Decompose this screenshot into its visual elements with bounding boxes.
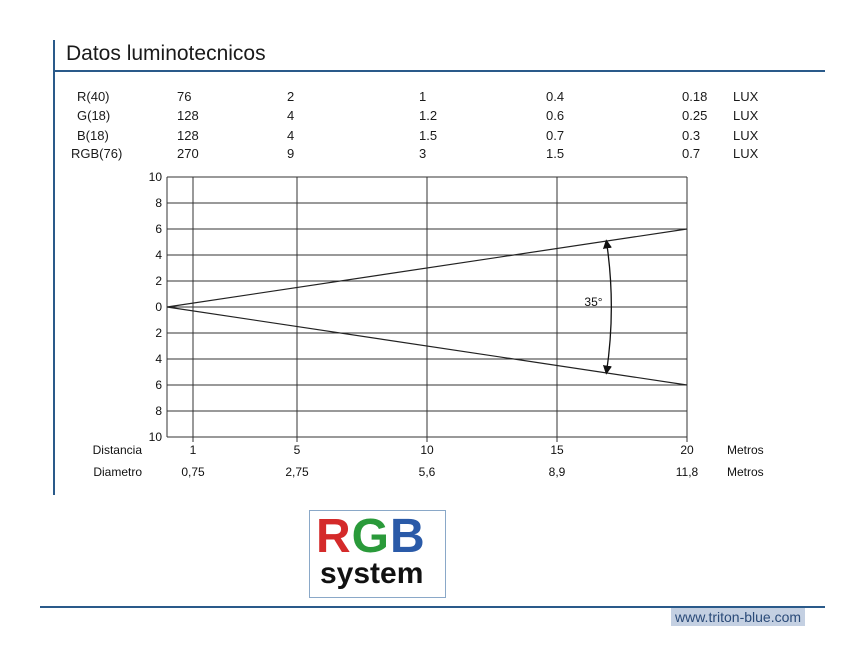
logo-letter-b: B [390, 510, 426, 563]
row-label: Diametro [93, 465, 142, 479]
footer-line [40, 606, 825, 608]
y-tick-label: 2 [155, 326, 162, 340]
lux-value: 0.18 [682, 89, 708, 104]
footer-url-link[interactable]: www.triton-blue.com [671, 608, 806, 626]
x-value-label: 20 [680, 443, 694, 457]
y-tick-label: 2 [155, 274, 162, 288]
unit-label: Metros [727, 443, 764, 457]
x-value-label: 0,75 [181, 465, 205, 479]
row-label: Distancia [93, 443, 143, 457]
left-accent-line [53, 40, 55, 495]
x-value-label: 2,75 [285, 465, 309, 479]
row-label: G(18) [77, 108, 111, 123]
y-tick-label: 8 [155, 196, 162, 210]
logo-letter-g: G [351, 510, 391, 563]
beam-edge-line [166, 228, 688, 308]
lux-value: 4 [287, 128, 295, 143]
lux-unit: LUX [733, 128, 759, 143]
logo-rgb-text: RGB [316, 511, 426, 563]
lux-value: 3 [419, 146, 427, 161]
row-label: B(18) [77, 128, 109, 143]
lux-value: 0.6 [546, 108, 565, 123]
y-tick-label: 10 [149, 170, 163, 184]
lux-value: 128 [177, 128, 199, 143]
row-label: RGB(76) [71, 146, 123, 161]
logo-system-text: system [320, 557, 424, 590]
y-tick-label: 10 [149, 430, 163, 444]
x-value-label: 11,8 [676, 465, 699, 479]
y-tick-label: 6 [155, 378, 162, 392]
lux-value: 0.4 [546, 89, 565, 104]
lux-value: 1 [419, 89, 427, 104]
lux-value: 1.5 [419, 128, 438, 143]
title-underline [53, 70, 825, 72]
x-value-label: 10 [420, 443, 434, 457]
beam-angle-label: 35° [584, 295, 602, 309]
y-tick-label: 8 [155, 404, 162, 418]
x-value-label: 8,9 [549, 465, 566, 479]
lux-value: 9 [287, 146, 295, 161]
lux-value: 0.3 [682, 128, 701, 143]
lux-unit: LUX [733, 108, 759, 123]
lux-value: 128 [177, 108, 199, 123]
x-value-label: 15 [550, 443, 564, 457]
page-title: Datos luminotecnicos [66, 42, 266, 65]
lux-value: 76 [177, 89, 192, 104]
x-value-label: 5 [294, 443, 301, 457]
unit-label: Metros [727, 465, 764, 479]
y-tick-label: 4 [155, 352, 162, 366]
beam-angle-arrow [602, 239, 612, 375]
lux-value: 4 [287, 108, 295, 123]
y-tick-label: 6 [155, 222, 162, 236]
lux-value: 0.25 [682, 108, 708, 123]
beam-edge-line [166, 306, 688, 386]
x-value-label: 5,6 [419, 465, 436, 479]
lux-value: 0.7 [546, 128, 565, 143]
x-value-label: 1 [190, 443, 197, 457]
lux-unit: LUX [733, 89, 759, 104]
lux-value: 0.7 [682, 146, 701, 161]
lux-value: 2 [287, 89, 295, 104]
lux-value: 270 [177, 146, 199, 161]
rgb-system-logo: RGB system [309, 510, 446, 598]
row-label: R(40) [77, 89, 110, 104]
lux-unit: LUX [733, 146, 759, 161]
y-tick-label: 4 [155, 248, 162, 262]
logo-letter-r: R [316, 510, 352, 563]
y-tick-label: 0 [155, 300, 162, 314]
lux-value: 1.2 [419, 108, 438, 123]
lux-value: 1.5 [546, 146, 565, 161]
